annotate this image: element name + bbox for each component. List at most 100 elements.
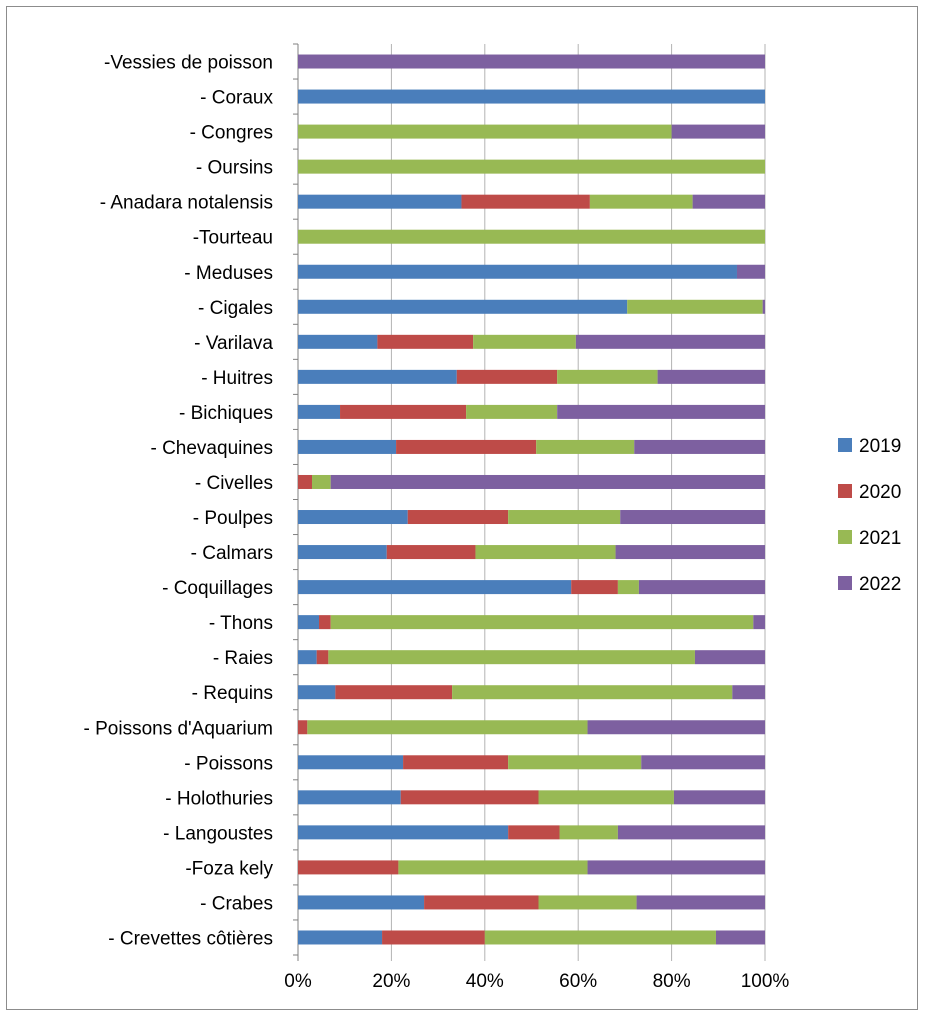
category-label: - Coquillages xyxy=(162,578,273,599)
bar-segment-2021 xyxy=(452,685,733,700)
bar-segment-2019 xyxy=(298,439,397,454)
category-label: - Meduses xyxy=(184,263,273,284)
category-label: - Anadara notalensis xyxy=(100,193,273,214)
bar-segment-2021 xyxy=(330,615,754,630)
bar-segment-2022 xyxy=(641,755,765,770)
legend-label: 2021 xyxy=(859,528,901,549)
bar-segment-2022 xyxy=(736,264,765,279)
bar-segment-2022 xyxy=(753,615,765,630)
bar-segment-2022 xyxy=(673,790,765,805)
category-label: - Thons xyxy=(209,613,273,634)
bar-segment-2022 xyxy=(330,474,765,489)
x-axis-ticks: 0% 20% 40% 60% 80% 100% xyxy=(284,971,789,992)
bar-segment-2019 xyxy=(298,685,336,700)
bar-segment-2020 xyxy=(396,439,537,454)
bar-segment-2019 xyxy=(298,895,425,910)
category-label: - Coraux xyxy=(200,88,273,109)
bar-segment-2021 xyxy=(307,720,588,735)
bar-segment-2022 xyxy=(615,545,765,560)
bar-segment-2019 xyxy=(298,615,320,630)
bar-segment-2020 xyxy=(316,650,329,665)
bar-segment-2019 xyxy=(298,89,765,104)
bar-segment-2022 xyxy=(692,194,765,209)
bar-segment-2022 xyxy=(575,334,765,349)
bar-segment-2022 xyxy=(657,369,765,384)
bar-segment-2020 xyxy=(386,545,476,560)
bar-segment-2022 xyxy=(671,124,765,139)
bar-segment-2022 xyxy=(715,930,765,945)
bar-segment-2021 xyxy=(559,825,618,840)
bar-segment-2021 xyxy=(617,580,639,595)
bar-segment-2022 xyxy=(636,895,765,910)
bar-segment-2022 xyxy=(694,650,765,665)
x-tick-label: 0% xyxy=(284,971,312,992)
category-label: - Calmars xyxy=(191,543,273,564)
category-label: - Congres xyxy=(190,123,273,144)
bar-segment-2019 xyxy=(298,404,341,419)
bar-segment-2020 xyxy=(298,720,308,735)
bar-segment-2021 xyxy=(627,299,763,314)
legend-swatch xyxy=(838,438,852,452)
bar-segment-2021 xyxy=(298,159,765,174)
category-label: -Vessies de poisson xyxy=(104,53,273,74)
bar-segment-2019 xyxy=(298,264,737,279)
bar-segment-2022 xyxy=(587,720,765,735)
bar-segment-2020 xyxy=(319,615,331,630)
bar-segment-2021 xyxy=(475,545,616,560)
bar-segment-2020 xyxy=(508,825,560,840)
bar-segment-2022 xyxy=(617,825,765,840)
gridlines xyxy=(293,43,766,961)
category-label: - Civelles xyxy=(195,473,273,494)
bar-segment-2019 xyxy=(298,825,509,840)
bar-segment-2019 xyxy=(298,545,387,560)
bar-segment-2022 xyxy=(638,580,765,595)
category-label: - Poulpes xyxy=(193,508,273,529)
legend-label: 2022 xyxy=(859,574,901,595)
bar-segment-2021 xyxy=(466,404,558,419)
bar-segment-2020 xyxy=(571,580,618,595)
category-labels: -Vessies de poisson - Coraux - Congres - Ou… xyxy=(84,53,274,950)
x-tick-label: 20% xyxy=(372,971,410,992)
bar-segment-2021 xyxy=(508,510,621,525)
x-tick-label: 40% xyxy=(466,971,504,992)
legend: 2019 2020 2021 2022 xyxy=(838,436,901,595)
category-label: - Requins xyxy=(192,683,273,704)
category-label: - Crevettes côtières xyxy=(108,928,273,949)
category-label: -Foza kely xyxy=(185,858,273,879)
bar-segment-2022 xyxy=(557,404,765,419)
category-label: - Chevaquines xyxy=(150,438,273,459)
bar-segment-2020 xyxy=(424,895,539,910)
bar-segment-2020 xyxy=(298,860,399,875)
bar-segment-2020 xyxy=(377,334,474,349)
x-tick-label: 60% xyxy=(559,971,597,992)
bar-segment-2020 xyxy=(298,474,313,489)
bar-segment-2019 xyxy=(298,194,462,209)
category-label: - Huitres xyxy=(201,368,273,389)
bar-segment-2020 xyxy=(400,790,539,805)
bar-segment-2022 xyxy=(620,510,765,525)
bar-segment-2020 xyxy=(456,369,558,384)
bar-segment-2022 xyxy=(634,439,765,454)
bar-segment-2022 xyxy=(587,860,765,875)
legend-swatch xyxy=(838,576,852,590)
legend-swatch xyxy=(838,484,852,498)
category-label: - Langoustes xyxy=(163,823,273,844)
category-label: - Raies xyxy=(213,648,273,669)
bar-segment-2021 xyxy=(557,369,658,384)
category-label: - Poissons xyxy=(184,753,273,774)
x-tick-label: 100% xyxy=(741,971,790,992)
bar-segment-2022 xyxy=(298,54,765,69)
bar-segment-2019 xyxy=(298,369,457,384)
category-label: - Holothuries xyxy=(165,788,273,809)
bar-segment-2019 xyxy=(298,510,408,525)
category-label: - Oursins xyxy=(196,158,273,179)
bar-segment-2021 xyxy=(298,124,672,139)
x-tick-label: 80% xyxy=(653,971,691,992)
bar-segment-2019 xyxy=(298,755,404,770)
legend-swatch xyxy=(838,530,852,544)
bar-segment-2021 xyxy=(508,755,642,770)
legend-label: 2020 xyxy=(859,482,901,503)
bar-segment-2019 xyxy=(298,650,317,665)
category-label: - Varilava xyxy=(194,333,273,354)
bar-segment-2021 xyxy=(484,930,716,945)
